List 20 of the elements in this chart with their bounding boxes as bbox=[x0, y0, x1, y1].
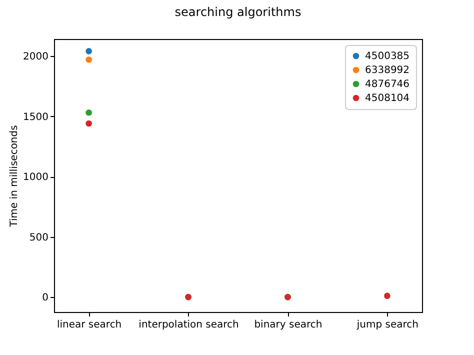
chart-title: searching algorithms bbox=[174, 5, 302, 19]
y-tick-label: 500 bbox=[29, 232, 48, 244]
point bbox=[384, 292, 390, 300]
y-tick-label: 2000 bbox=[23, 51, 48, 62]
x-tick-label: binary search bbox=[254, 320, 322, 330]
legend-label: 4508104 bbox=[365, 93, 410, 104]
point bbox=[86, 120, 92, 127]
point bbox=[86, 56, 92, 63]
y-tick-label: 1500 bbox=[23, 112, 48, 123]
point bbox=[86, 109, 92, 116]
legend-label: 4876746 bbox=[365, 79, 410, 90]
x-tick-label: jump search bbox=[356, 320, 418, 330]
legend-label: 6338992 bbox=[365, 65, 410, 76]
legend-label: 4500385 bbox=[365, 51, 410, 62]
y-tick-label: 1000 bbox=[23, 172, 48, 184]
y-axis-title: Time in milliseconds bbox=[9, 125, 20, 228]
point bbox=[86, 48, 92, 54]
y-tick-label: 0 bbox=[42, 292, 48, 304]
x-tick-label: linear search bbox=[56, 320, 122, 330]
x-tick-label: interpolation search bbox=[138, 320, 239, 330]
